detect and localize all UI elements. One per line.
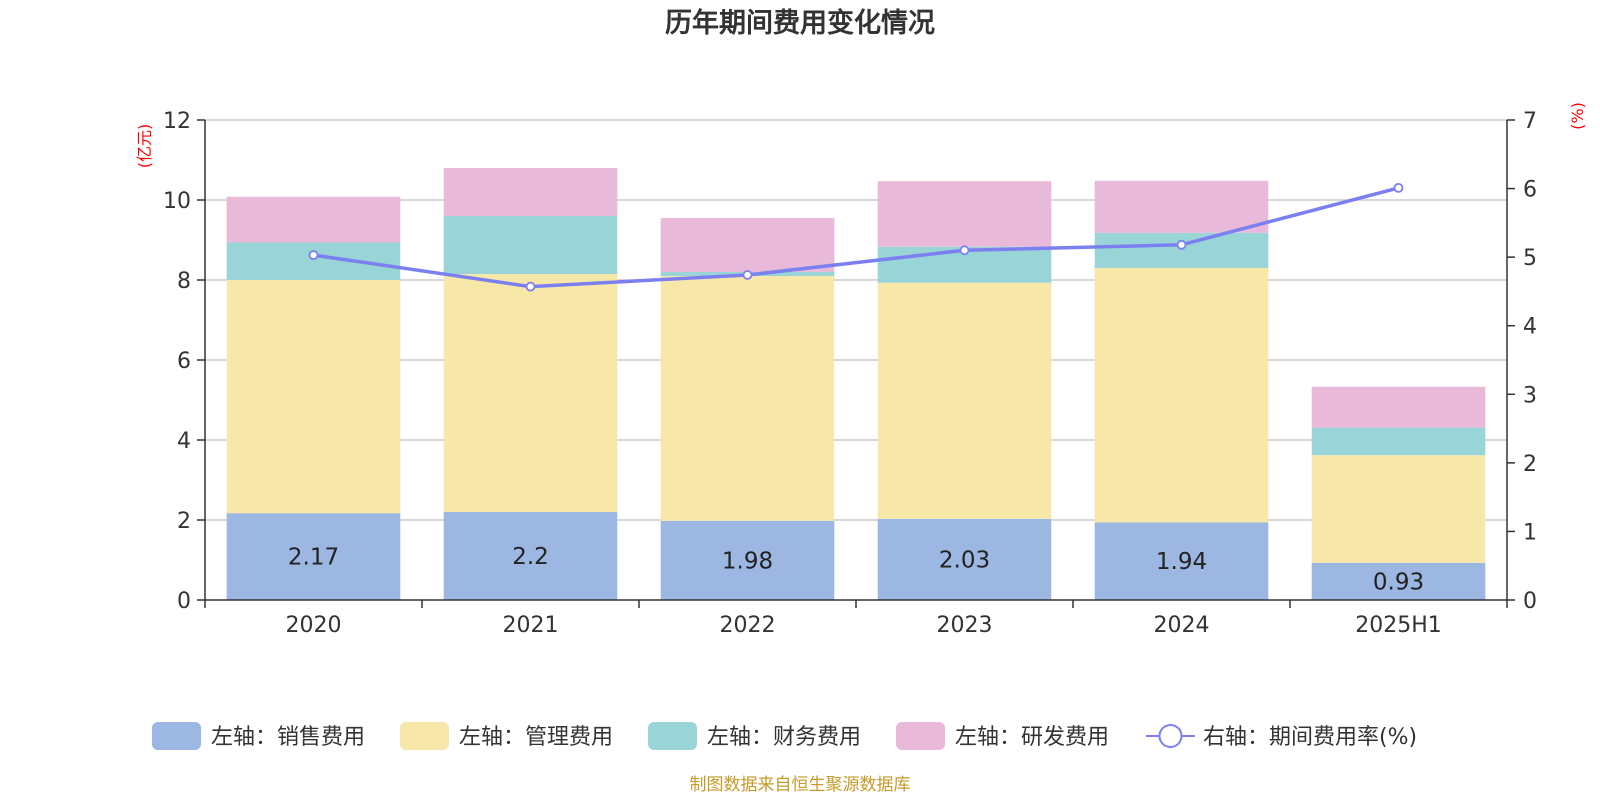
bar-segment	[1311, 427, 1486, 456]
left-axis-tick-label: 12	[163, 109, 191, 134]
bar-segment	[226, 242, 401, 280]
bar-segment	[1094, 180, 1269, 233]
bar-segment	[877, 181, 1052, 247]
left-axis-tick-label: 8	[177, 269, 191, 294]
bar-value-label: 2.17	[288, 545, 339, 571]
bar-segment	[226, 280, 401, 514]
legend-swatch	[152, 722, 201, 750]
gridlines	[205, 119, 1507, 521]
bars	[226, 168, 1486, 600]
bar-segment	[660, 276, 835, 521]
right-axis-tick-label: 2	[1523, 452, 1537, 477]
rate-point	[742, 270, 753, 280]
x-axis-tick-label: 2020	[286, 613, 342, 638]
bar-segment	[877, 518, 1052, 600]
rate-point	[525, 281, 536, 292]
x-axis-tick-label: 2023	[937, 613, 993, 638]
right-axis-tick-label: 4	[1523, 315, 1537, 340]
bar-segment	[1094, 522, 1269, 600]
bar-segment	[1094, 268, 1269, 523]
legend-swatch	[648, 722, 697, 750]
legend-label: 左轴：管理费用	[459, 725, 613, 750]
rate-line-path	[313, 186, 1399, 289]
legend-swatch	[400, 722, 449, 750]
chart-title: 历年期间费用变化情况	[665, 7, 935, 39]
left-axis-tick-label: 6	[177, 349, 191, 374]
rate-point	[1176, 239, 1187, 250]
x-axis-tick-label: 2025H1	[1355, 613, 1442, 638]
legend-label: 左轴：财务费用	[707, 725, 861, 750]
legend-label: 左轴：销售费用	[211, 725, 365, 750]
bar-segment	[443, 216, 618, 274]
right-axis-tick-label: 5	[1523, 246, 1537, 271]
bar-segment	[226, 196, 401, 243]
bar-segment	[1311, 562, 1486, 600]
bar-segment	[226, 513, 401, 600]
bar-segment	[660, 520, 835, 600]
rate-point	[959, 245, 970, 256]
bar-segment	[443, 274, 618, 512]
right-axis-tick-label: 0	[1523, 589, 1537, 614]
rate-point	[308, 250, 319, 260]
bar-segment	[1311, 455, 1486, 563]
right-axis-unit: (%)	[1568, 102, 1587, 130]
right-axis-tick-label: 1	[1523, 520, 1537, 545]
bar-segment	[877, 282, 1052, 519]
left-axis-tick-label: 10	[163, 189, 191, 214]
right-axis-tick-label: 7	[1523, 109, 1537, 134]
bar-value-label: 0.93	[1373, 569, 1424, 595]
bar-value-label: 1.94	[1156, 549, 1207, 575]
left-axis-tick-label: 0	[177, 589, 191, 614]
legend-circle-marker	[1158, 724, 1183, 748]
x-axis-tick-label: 2021	[503, 613, 559, 638]
right-axis-tick-label: 3	[1523, 383, 1537, 408]
bar-value-label: 2.03	[939, 547, 990, 573]
x-axis-tick-label: 2024	[1154, 613, 1210, 638]
left-axis-unit: (亿元)	[135, 124, 154, 169]
legend-label: 右轴：期间费用率(%)	[1203, 725, 1417, 750]
bar-value-label: 2.2	[512, 544, 549, 570]
legend-swatch	[896, 722, 945, 750]
bar-segment	[443, 512, 618, 600]
bar-segment	[1311, 386, 1486, 428]
x-axis-tick-label: 2022	[720, 613, 776, 638]
left-axis-tick-label: 2	[177, 509, 191, 534]
right-axis-tick-label: 6	[1523, 178, 1537, 203]
bar-segment	[1094, 232, 1269, 268]
left-axis-tick-label: 4	[177, 429, 191, 454]
data-labels: 2.17 2.2 1.98 2.03 1.94 0.93	[288, 544, 1424, 595]
legend: 左轴：销售费用 左轴：管理费用 左轴：财务费用 左轴：研发费用 右轴：期间费用率(%)	[152, 722, 1417, 750]
bar-segment	[660, 218, 835, 272]
legend-label: 左轴：研发费用	[955, 725, 1109, 750]
rate-point	[1393, 182, 1404, 193]
rate-line	[308, 182, 1404, 292]
bar-value-label: 1.98	[722, 548, 773, 574]
bar-segment	[443, 168, 618, 216]
source-note: 制图数据来自恒生聚源数据库	[690, 775, 911, 795]
